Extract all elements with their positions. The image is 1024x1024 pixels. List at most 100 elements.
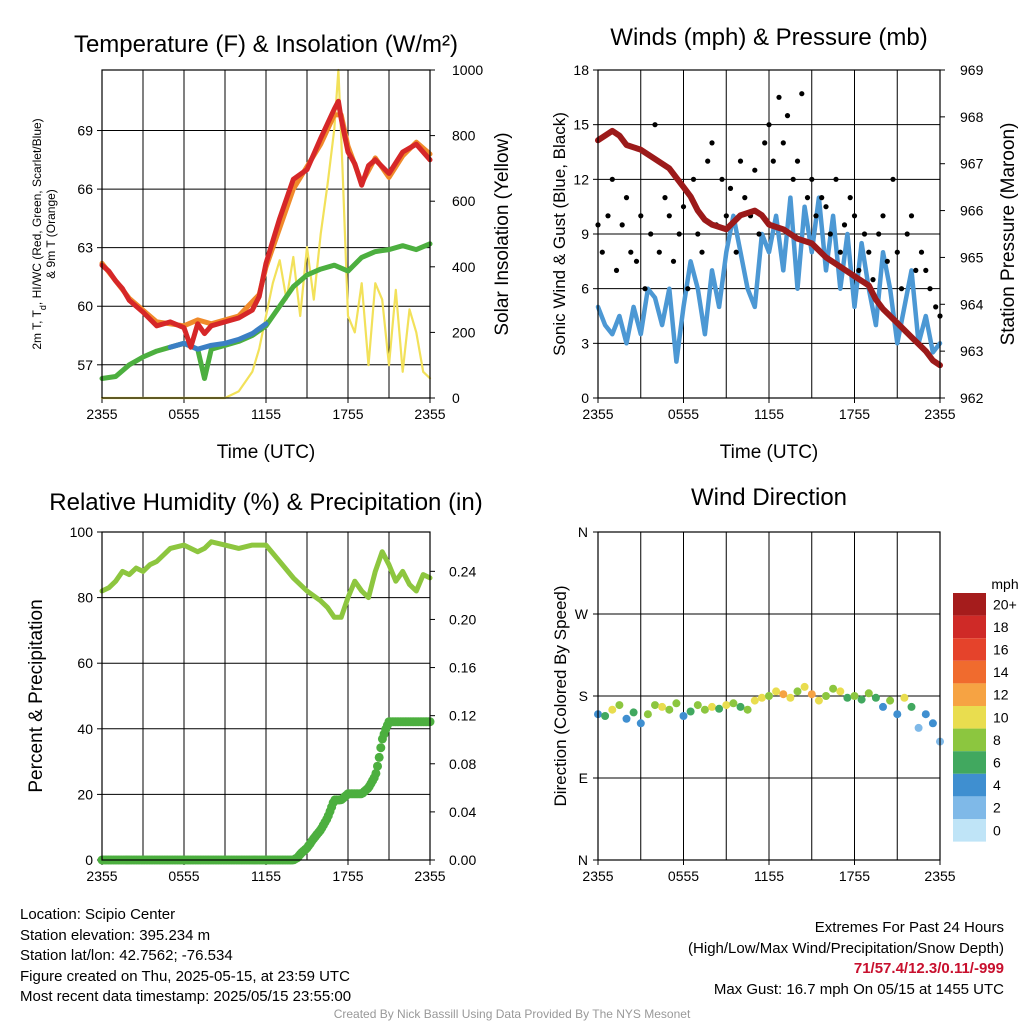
x-tick-label: 1155 bbox=[251, 868, 281, 884]
direction-point bbox=[693, 701, 702, 710]
gust-point bbox=[823, 204, 829, 210]
y-axis-label: 2m T, Td, HI/WC (Red, Green, Scarlet/Blu… bbox=[30, 118, 48, 349]
direction-point bbox=[672, 699, 681, 708]
gust-point bbox=[894, 249, 900, 255]
legend-swatch bbox=[953, 638, 986, 661]
series-relative-humidity bbox=[99, 539, 433, 620]
direction-point bbox=[715, 704, 724, 713]
legend-label: 18 bbox=[993, 619, 1009, 635]
y-tick-label: 12 bbox=[573, 171, 589, 187]
direction-point bbox=[807, 690, 816, 699]
x-tick-label: 1755 bbox=[332, 868, 363, 884]
y2-tick-label: 964 bbox=[960, 296, 984, 312]
gust-point bbox=[813, 213, 819, 219]
x-axis-label: Time (UTC) bbox=[217, 442, 316, 463]
y2-tick-label: 600 bbox=[452, 193, 476, 209]
direction-point bbox=[800, 682, 809, 691]
gust-point bbox=[648, 231, 654, 237]
y2-tick-label: 400 bbox=[452, 259, 476, 275]
direction-point bbox=[871, 693, 880, 702]
direction-point bbox=[857, 695, 866, 704]
legend-title: mph bbox=[991, 576, 1018, 592]
gust-point bbox=[927, 286, 933, 292]
direction-point bbox=[786, 693, 795, 702]
series-wind bbox=[595, 195, 943, 364]
y2-tick-label: 0.12 bbox=[449, 708, 476, 724]
y2-tick-label: 965 bbox=[960, 249, 984, 265]
extremes-subheading: (High/Low/Max Wind/Precipitation/Snow De… bbox=[688, 939, 1004, 957]
y-axis-label-line2: & 9m T (Orange) bbox=[44, 189, 58, 279]
y2-tick-label: 969 bbox=[960, 62, 984, 78]
station-info: Location: Scipio Center Station elevatio… bbox=[20, 905, 351, 1008]
legend-swatch bbox=[953, 615, 986, 639]
gust-point bbox=[613, 267, 620, 273]
panel-3: 0 20 40 60 80 100 0.00 0.04 0.08 0.12 0.16 0.20 0.24… bbox=[26, 489, 483, 884]
direction-point bbox=[736, 702, 745, 711]
gust-point bbox=[695, 231, 701, 237]
gust-point bbox=[770, 158, 776, 164]
speed-legend: mph 20+ 18 16 14 12 10 8 6 4 2 0 bbox=[953, 576, 1019, 842]
x-tick-label: 2355 bbox=[86, 868, 117, 884]
y-tick-label: 69 bbox=[77, 123, 93, 139]
gust-point bbox=[856, 267, 862, 273]
y-tick-label: 60 bbox=[77, 298, 93, 314]
gust-point bbox=[709, 140, 715, 146]
legend-swatch bbox=[953, 773, 986, 797]
direction-point bbox=[608, 705, 617, 714]
direction-point bbox=[750, 696, 759, 705]
chart-title: Wind Direction bbox=[691, 484, 847, 511]
series-pressure bbox=[595, 127, 943, 369]
y2-tick-label: 0.24 bbox=[449, 563, 476, 579]
legend-label: 16 bbox=[993, 642, 1009, 658]
y-tick-label: 6 bbox=[581, 281, 589, 297]
direction-point bbox=[651, 701, 659, 710]
y-tick-label: 15 bbox=[573, 117, 589, 133]
y2-tick-label: 966 bbox=[960, 203, 984, 219]
gust-point bbox=[784, 113, 791, 119]
y-tick-label: 0 bbox=[85, 852, 93, 868]
gust-point bbox=[780, 140, 786, 146]
gust-point bbox=[638, 213, 644, 219]
gust-point bbox=[766, 122, 772, 128]
precip-point bbox=[373, 761, 382, 771]
x-tick-label: 1155 bbox=[251, 406, 281, 422]
extremes-values: 71/57.4/12.3/0.11/-999 bbox=[853, 960, 1004, 977]
x-tick-label: 2355 bbox=[86, 406, 117, 422]
gust-point bbox=[866, 249, 872, 255]
direction-point bbox=[793, 687, 802, 696]
gust-point bbox=[904, 231, 910, 237]
legend-label: 10 bbox=[993, 709, 1009, 725]
legend-swatch bbox=[953, 796, 986, 819]
gust-point bbox=[898, 286, 905, 292]
gust-point bbox=[685, 286, 691, 292]
direction-point bbox=[822, 692, 830, 700]
chart-title: Temperature (F) & Insolation (W/m²) bbox=[74, 31, 458, 58]
direction-point bbox=[829, 684, 838, 693]
extremes-heading: Extremes For Past 24 Hours bbox=[814, 919, 1004, 936]
y2-tick-label: 0.04 bbox=[449, 804, 476, 820]
gust-point bbox=[737, 158, 744, 164]
gust-point bbox=[851, 213, 858, 219]
panel-1: 57 60 63 66 69 0 200 400 600 800 1000 2355 0555 1155 1… bbox=[30, 31, 513, 463]
legend-swatch bbox=[953, 819, 986, 842]
direction-point bbox=[864, 689, 873, 698]
gust-point bbox=[619, 222, 625, 228]
gust-point bbox=[756, 231, 762, 237]
x-tick-label: 1755 bbox=[839, 868, 870, 884]
gust-point bbox=[642, 286, 648, 292]
y2-tick-label: 0.20 bbox=[449, 611, 476, 627]
gust-point bbox=[762, 140, 768, 146]
legend-label: 0 bbox=[993, 822, 1001, 838]
y-tick-label: 20 bbox=[77, 786, 93, 802]
recent-text: Most recent data timestamp: 2025/05/15 2… bbox=[20, 988, 352, 1005]
y-tick-label: E bbox=[579, 770, 588, 786]
legend-label: 6 bbox=[993, 755, 1001, 771]
direction-point bbox=[658, 702, 667, 711]
y-tick-label: 60 bbox=[77, 655, 93, 671]
gust-point bbox=[880, 213, 886, 219]
gust-point bbox=[719, 176, 725, 182]
location-text: Location: Scipio Center bbox=[20, 906, 176, 923]
y-tick-label: N bbox=[578, 524, 588, 540]
y-tick-label: 63 bbox=[77, 240, 93, 256]
